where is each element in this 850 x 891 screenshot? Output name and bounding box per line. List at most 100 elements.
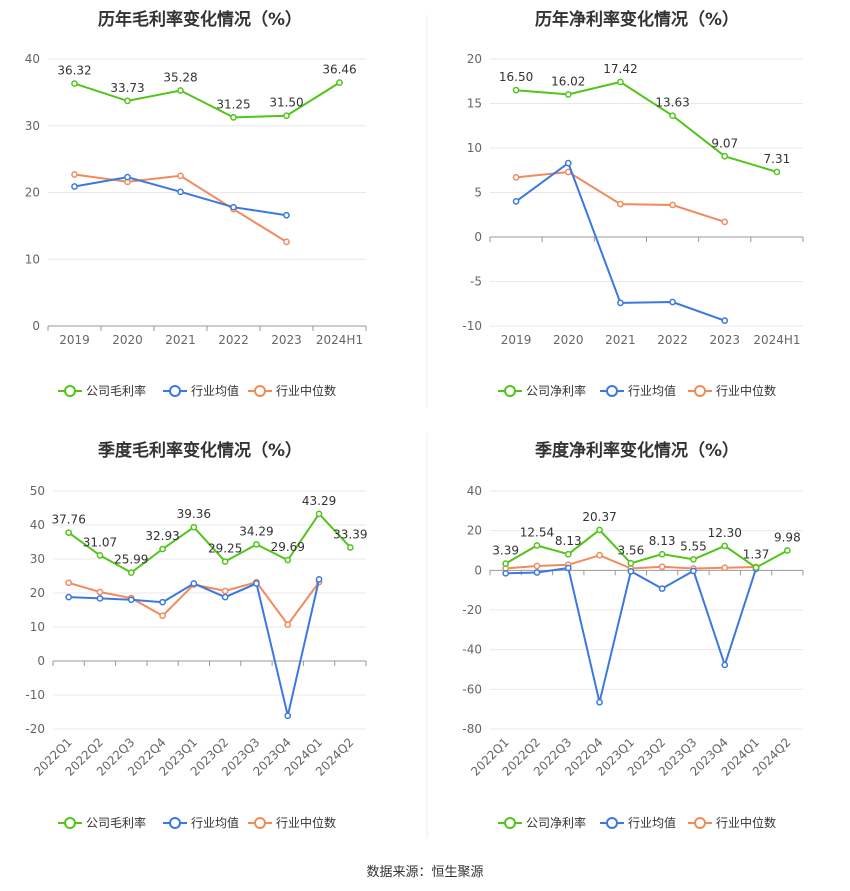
legend-item-company[interactable]: 公司毛利率	[58, 815, 146, 830]
data-point[interactable]	[564, 550, 572, 558]
data-point[interactable]	[721, 564, 729, 572]
data-point[interactable]	[658, 585, 666, 592]
data-point[interactable]	[159, 612, 166, 620]
data-point[interactable]	[177, 188, 184, 196]
data-label: 3.39	[492, 544, 519, 558]
data-label: 37.76	[51, 513, 85, 527]
data-point[interactable]	[283, 112, 290, 120]
data-point[interactable]	[96, 595, 104, 602]
data-point[interactable]	[315, 576, 323, 583]
data-point[interactable]	[284, 556, 292, 564]
data-point[interactable]	[669, 112, 676, 120]
data-point[interactable]	[347, 544, 354, 551]
data-point[interactable]	[564, 159, 572, 167]
data-point[interactable]	[773, 168, 781, 176]
data-point[interactable]	[752, 564, 760, 571]
data-point[interactable]	[230, 114, 237, 121]
data-point[interactable]	[71, 80, 78, 87]
data-point[interactable]	[315, 510, 323, 518]
data-point[interactable]	[596, 526, 603, 534]
data-point[interactable]	[564, 91, 572, 98]
data-point[interactable]	[159, 545, 166, 553]
data-point[interactable]	[221, 558, 229, 565]
legend-item-industry_avg[interactable]: 行业均值	[600, 383, 676, 398]
data-point[interactable]	[221, 593, 229, 601]
data-point[interactable]	[658, 550, 666, 558]
data-point[interactable]	[533, 569, 541, 576]
data-point[interactable]	[502, 560, 509, 567]
data-point[interactable]	[669, 201, 676, 209]
legend-item-industry_median[interactable]: 行业中位数	[248, 815, 336, 830]
legend-item-industry_avg[interactable]: 行业均值	[163, 383, 239, 398]
data-point[interactable]	[721, 317, 729, 325]
data-point[interactable]	[721, 152, 729, 160]
data-point[interactable]	[177, 87, 184, 94]
data-point[interactable]	[177, 172, 184, 180]
data-point[interactable]	[283, 211, 290, 219]
data-point[interactable]	[721, 661, 729, 669]
data-point[interactable]	[284, 712, 292, 720]
legend-item-industry_median[interactable]: 行业中位数	[248, 383, 336, 398]
data-point[interactable]	[96, 552, 104, 559]
y-tick-label: 0	[37, 654, 45, 668]
data-point[interactable]	[533, 542, 541, 549]
data-point[interactable]	[124, 97, 131, 105]
data-point[interactable]	[253, 541, 260, 548]
data-point[interactable]	[596, 551, 603, 559]
legend-item-company[interactable]: 公司净利率	[498, 383, 586, 398]
data-point[interactable]	[65, 529, 73, 536]
data-point[interactable]	[65, 579, 73, 587]
legend-marker	[64, 817, 76, 829]
data-point[interactable]	[564, 564, 572, 572]
data-point[interactable]	[617, 78, 624, 86]
data-point[interactable]	[336, 79, 343, 86]
data-point[interactable]	[627, 567, 635, 575]
data-point[interactable]	[617, 200, 624, 208]
data-point[interactable]	[71, 183, 78, 190]
data-point[interactable]	[658, 563, 666, 571]
data-point[interactable]	[284, 621, 292, 628]
y-tick-label: -5	[470, 275, 482, 289]
data-point[interactable]	[96, 588, 104, 596]
data-point[interactable]	[617, 299, 624, 307]
data-point[interactable]	[221, 587, 229, 595]
data-point[interactable]	[124, 173, 131, 181]
data-point[interactable]	[190, 580, 198, 587]
legend-item-industry_avg[interactable]: 行业均值	[600, 815, 676, 830]
data-point[interactable]	[721, 542, 729, 550]
data-point[interactable]	[65, 593, 73, 601]
data-point[interactable]	[596, 698, 603, 706]
data-point[interactable]	[71, 171, 78, 178]
legend-item-company[interactable]: 公司毛利率	[58, 383, 146, 398]
x-tick-label: 2019	[59, 333, 90, 347]
chart-title: 季度净利率变化情况（%）	[535, 440, 739, 461]
data-label: 31.50	[269, 96, 303, 110]
legend-marker	[169, 817, 181, 829]
legend-label: 公司毛利率	[86, 815, 146, 830]
legend-label: 公司净利率	[526, 815, 586, 830]
data-point[interactable]	[190, 523, 198, 531]
data-point[interactable]	[669, 298, 676, 306]
series-industry_avg	[502, 564, 760, 706]
legend-item-industry_avg[interactable]: 行业均值	[163, 815, 239, 830]
data-point[interactable]	[690, 555, 697, 563]
data-point[interactable]	[127, 596, 135, 604]
data-point[interactable]	[512, 86, 520, 94]
data-point[interactable]	[127, 569, 135, 576]
data-point[interactable]	[512, 174, 520, 181]
data-point[interactable]	[512, 198, 520, 205]
data-point[interactable]	[533, 562, 541, 570]
legend-item-industry_median[interactable]: 行业中位数	[688, 383, 776, 398]
data-point[interactable]	[690, 567, 697, 575]
data-point[interactable]	[721, 218, 729, 226]
data-point[interactable]	[283, 238, 290, 246]
data-point[interactable]	[230, 203, 237, 211]
data-point[interactable]	[784, 547, 791, 554]
legend-item-industry_median[interactable]: 行业中位数	[688, 815, 776, 830]
data-point[interactable]	[253, 580, 260, 587]
data-point[interactable]	[627, 559, 635, 567]
data-label: 39.36	[177, 507, 211, 521]
data-point[interactable]	[159, 598, 166, 606]
legend-item-company[interactable]: 公司净利率	[498, 815, 586, 830]
data-point[interactable]	[502, 569, 509, 577]
